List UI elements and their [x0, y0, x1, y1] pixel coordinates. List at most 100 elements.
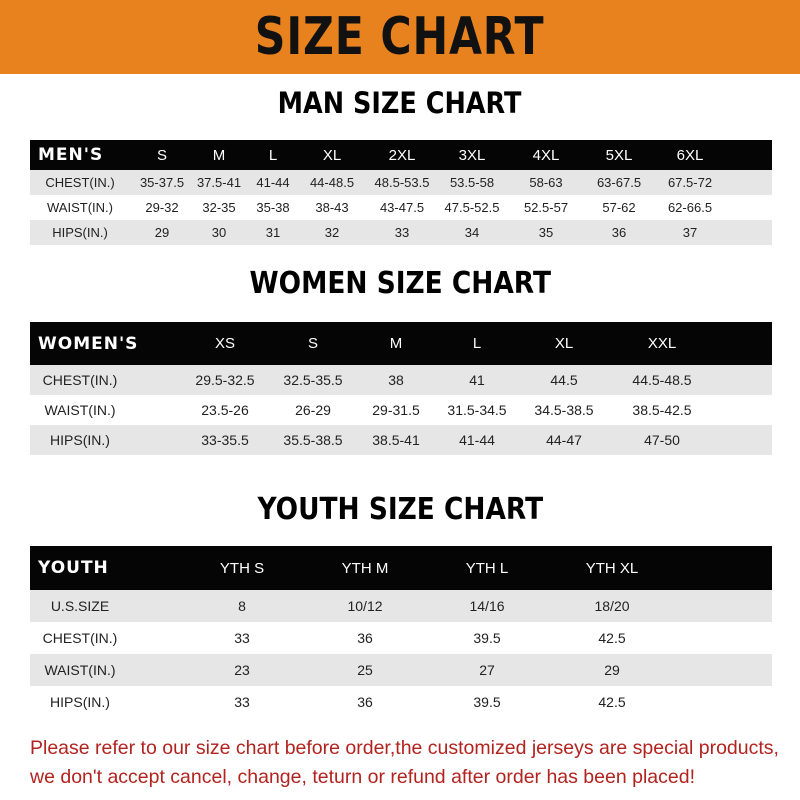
- table-cell: 43-47.5: [379, 200, 425, 215]
- table-cell: 38.5-41: [372, 432, 420, 448]
- table-cell: 33: [394, 225, 410, 240]
- table-row: CHEST(IN.) 29.5-32.5 32.5-35.5 38 41 44.5 44.5…: [30, 365, 772, 395]
- row-label: U.S.SIZE: [50, 598, 110, 614]
- table-cell: 57-62: [602, 200, 636, 215]
- men-size-table: MEN'S S M L XL 2XL 3XL 4XL 5XL 6XL CHEST(IN.) 35-37…: [30, 140, 772, 245]
- table-title-cell: WOMEN'S: [38, 333, 139, 354]
- table-cell: 34: [464, 225, 480, 240]
- table-cell: 36: [357, 694, 373, 710]
- table-cell: 8: [238, 598, 246, 614]
- table-cell: 63-67.5: [596, 175, 642, 190]
- size-header-cell: M: [389, 335, 403, 352]
- table-cell: 52.5-57: [523, 200, 569, 215]
- table-cell: 44-48.5: [309, 175, 355, 190]
- header-row: YOUTH YTH S YTH M YTH L YTH XL: [30, 546, 772, 590]
- size-header-cell: 4XL: [532, 146, 560, 164]
- table-cell: 38-43: [315, 200, 349, 215]
- table-cell: 39.5: [473, 694, 501, 710]
- table-cell: 35: [538, 225, 554, 240]
- table-row: HIPS(IN.) 33 36 39.5 42.5: [30, 686, 772, 718]
- men-title: MAN SIZE CHART: [278, 86, 522, 120]
- size-header-cell: 2XL: [388, 146, 416, 164]
- table-cell: 31.5-34.5: [447, 402, 507, 418]
- table-cell: 33: [234, 694, 250, 710]
- row-label: WAIST(IN.): [44, 662, 116, 678]
- table-cell: 41-44: [256, 175, 290, 190]
- table-row: CHEST(IN.) 33 36 39.5 42.5: [30, 622, 772, 654]
- size-header-cell: L: [472, 335, 482, 352]
- table-cell: 29.5-32.5: [195, 372, 255, 388]
- notice-line-2: we don't accept cancel, change, teturn o…: [30, 766, 695, 788]
- table-cell: 14/16: [469, 598, 505, 614]
- table-row: WAIST(IN.) 29-32 32-35 35-38 38-43 43-47.5 47.…: [30, 195, 772, 220]
- table-cell: 27: [479, 662, 495, 678]
- header-row: MEN'S S M L XL 2XL 3XL 4XL 5XL 6XL: [30, 140, 772, 170]
- table-cell: 35.5-38.5: [283, 432, 343, 448]
- table-cell: 39.5: [473, 630, 501, 646]
- header-row: WOMEN'S XS S M L XL XXL: [30, 322, 772, 365]
- size-header-cell: L: [268, 146, 278, 164]
- table-row: WAIST(IN.) 23 25 27 29: [30, 654, 772, 686]
- table-row: CHEST(IN.) 35-37.5 37.5-41 41-44 44-48.5 48.5…: [30, 170, 772, 195]
- table-cell: 10/12: [347, 598, 383, 614]
- table-cell: 26-29: [295, 402, 331, 418]
- table-cell: 29-31.5: [372, 402, 420, 418]
- size-header-cell: YTH M: [341, 559, 389, 577]
- row-label: CHEST(IN.): [42, 630, 118, 646]
- table-title-cell: MEN'S: [38, 145, 104, 165]
- table-cell: 29: [154, 225, 170, 240]
- banner-title: SIZE CHART: [255, 7, 545, 67]
- table-cell: 47.5-52.5: [444, 200, 500, 215]
- size-header-cell: 6XL: [676, 146, 704, 164]
- table-cell: 48.5-53.5: [374, 175, 430, 190]
- row-label: HIPS(IN.): [52, 225, 108, 240]
- table-cell: 30: [211, 225, 227, 240]
- row-label: CHEST(IN.): [45, 175, 115, 190]
- table-cell: 36: [611, 225, 627, 240]
- size-header-cell: S: [156, 146, 168, 164]
- table-cell: 31: [265, 225, 281, 240]
- table-cell: 34.5-38.5: [534, 402, 594, 418]
- table-cell: 38: [388, 372, 404, 388]
- table-cell: 33: [234, 630, 250, 646]
- table-cell: 32: [324, 225, 340, 240]
- size-header-cell: YTH L: [465, 559, 509, 577]
- table-cell: 62-66.5: [667, 200, 713, 215]
- table-cell: 33-35.5: [201, 432, 249, 448]
- table-cell: 41: [469, 372, 485, 388]
- table-cell: 29-32: [145, 200, 179, 215]
- table-cell: 44.5: [550, 372, 578, 388]
- size-header-cell: XXL: [647, 335, 677, 352]
- size-header-cell: S: [307, 335, 319, 352]
- table-cell: 32.5-35.5: [283, 372, 343, 388]
- size-header-cell: YTH XL: [585, 559, 639, 577]
- table-row: HIPS(IN.) 29 30 31 32 33 34 35 36 37: [30, 220, 772, 245]
- table-cell: 36: [357, 630, 373, 646]
- table-cell: 35-38: [256, 200, 290, 215]
- women-title: WOMEN SIZE CHART: [249, 266, 551, 301]
- youth-size-table: YOUTH YTH S YTH M YTH L YTH XL U.S.SIZE 8 10/12…: [30, 546, 772, 718]
- row-label: WAIST(IN.): [47, 200, 113, 215]
- row-label: WAIST(IN.): [44, 402, 116, 418]
- table-cell: 35-37.5: [139, 175, 185, 190]
- notice-line-1: Please refer to our size chart before or…: [30, 737, 779, 759]
- table-cell: 44-47: [546, 432, 582, 448]
- table-cell: 42.5: [598, 630, 626, 646]
- table-cell: 37.5-41: [196, 175, 242, 190]
- table-title-cell: YOUTH: [38, 558, 109, 578]
- table-cell: 32-35: [202, 200, 236, 215]
- row-label: HIPS(IN.): [50, 432, 110, 448]
- banner: SIZE CHART: [0, 0, 800, 74]
- table-row: HIPS(IN.) 33-35.5 35.5-38.5 38.5-41 41-44 44-…: [30, 425, 772, 455]
- table-cell: 38.5-42.5: [632, 402, 692, 418]
- size-header-cell: XL: [322, 146, 342, 164]
- table-cell: 25: [357, 662, 373, 678]
- table-cell: 18/20: [594, 598, 630, 614]
- table-cell: 58-63: [529, 175, 563, 190]
- order-notice: Please refer to our size chart before or…: [30, 734, 790, 792]
- table-cell: 29: [604, 662, 620, 678]
- table-cell: 44.5-48.5: [632, 372, 692, 388]
- size-header-cell: 3XL: [458, 146, 486, 164]
- women-size-table: WOMEN'S XS S M L XL XXL CHEST(IN.) 29.5-32.5 32.5…: [30, 322, 772, 455]
- table-row: WAIST(IN.) 23.5-26 26-29 29-31.5 31.5-34.5 34…: [30, 395, 772, 425]
